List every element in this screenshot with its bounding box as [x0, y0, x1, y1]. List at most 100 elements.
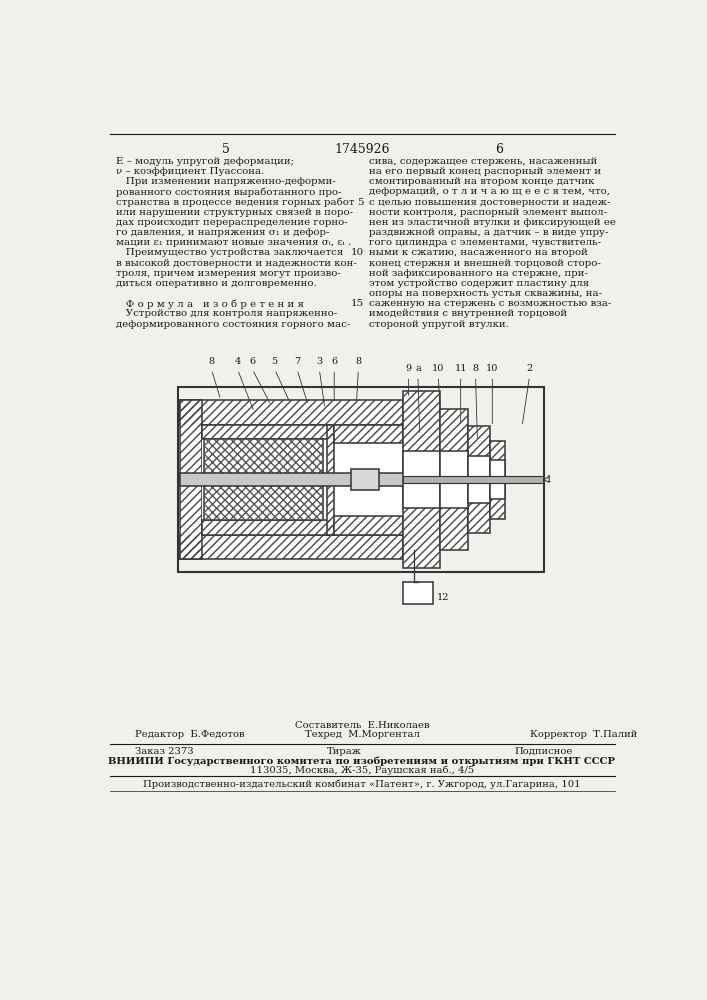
Text: Заказ 2373: Заказ 2373 — [135, 747, 194, 756]
Text: Составитель  Е.Николаев: Составитель Е.Николаев — [295, 721, 429, 730]
Text: Подписное: Подписное — [515, 747, 573, 756]
Text: E – модуль упругой деформации;: E – модуль упругой деформации; — [116, 157, 294, 166]
Bar — [334, 516, 403, 535]
Text: 6: 6 — [250, 357, 255, 366]
Text: 1: 1 — [547, 475, 552, 484]
Bar — [180, 400, 403, 425]
Text: ν – коэффициент Пуассона.: ν – коэффициент Пуассона. — [116, 167, 264, 176]
Text: Техред  М.Моргентал: Техред М.Моргентал — [305, 730, 419, 739]
Text: странства в процессе ведения горных работ: странства в процессе ведения горных рабо… — [116, 198, 355, 207]
Bar — [440, 409, 468, 550]
Text: дах происходит перераспределение горно-: дах происходит перераспределение горно- — [116, 218, 348, 227]
Text: При изменении напряженно-деформи-: При изменении напряженно-деформи- — [116, 177, 336, 186]
Text: 8: 8 — [209, 357, 214, 366]
Text: 113035, Москва, Ж-35, Раушская наб., 4/5: 113035, Москва, Ж-35, Раушская наб., 4/5 — [250, 765, 474, 775]
Bar — [180, 535, 403, 559]
Bar — [403, 391, 440, 568]
Text: 3: 3 — [316, 357, 322, 366]
Bar — [180, 400, 202, 559]
Text: ной зафиксированного на стержне, при-: ной зафиксированного на стержне, при- — [369, 269, 588, 278]
Text: 9: 9 — [406, 364, 411, 373]
Text: 8: 8 — [356, 357, 361, 366]
Text: смонтированный на втором конце датчик: смонтированный на втором конце датчик — [369, 177, 595, 186]
Bar — [180, 400, 403, 425]
Text: 4: 4 — [234, 357, 240, 366]
Text: ными к сжатию, насаженного на второй: ными к сжатию, насаженного на второй — [369, 248, 588, 257]
Text: гого цилиндра с элементами, чувствитель-: гого цилиндра с элементами, чувствитель- — [369, 238, 601, 247]
Text: 12: 12 — [436, 593, 449, 602]
Bar — [180, 400, 202, 559]
Bar — [202, 425, 334, 439]
Text: Производственно-издательский комбинат «Патент», г. Ужгород, ул.Гагарина, 101: Производственно-издательский комбинат «П… — [143, 779, 580, 789]
Bar — [491, 441, 506, 519]
Bar — [468, 426, 491, 533]
Text: 7: 7 — [294, 357, 300, 366]
Text: 2: 2 — [527, 364, 532, 373]
Text: на его первый конец распорный элемент и: на его первый конец распорный элемент и — [369, 167, 601, 176]
Text: диться оперативно и долговременно.: диться оперативно и долговременно. — [116, 279, 317, 288]
Text: этом устройство содержит пластину для: этом устройство содержит пластину для — [369, 279, 589, 288]
Bar — [177, 387, 544, 572]
Text: 10: 10 — [432, 364, 445, 373]
Bar — [491, 441, 506, 519]
Bar — [334, 425, 403, 443]
Text: саженную на стержень с возможностью вза-: саженную на стержень с возможностью вза- — [369, 299, 612, 308]
Bar — [327, 425, 334, 535]
Text: троля, причем измерения могут произво-: троля, причем измерения могут произво- — [116, 269, 341, 278]
Text: стороной упругой втулки.: стороной упругой втулки. — [369, 320, 509, 329]
Bar — [403, 391, 440, 568]
Text: сива, содержащее стержень, насаженный: сива, содержащее стержень, насаженный — [369, 157, 597, 166]
Text: 8: 8 — [472, 364, 479, 373]
Bar — [204, 439, 323, 520]
Text: го давления, и напряжения σ₁ и дефор-: го давления, и напряжения σ₁ и дефор- — [116, 228, 329, 237]
Bar — [180, 473, 500, 486]
Text: 1745926: 1745926 — [334, 143, 390, 156]
Bar — [202, 520, 334, 535]
Text: 5: 5 — [357, 198, 363, 207]
Text: 5: 5 — [271, 357, 278, 366]
Bar — [468, 456, 491, 503]
Bar — [204, 439, 323, 520]
Text: мации ε₁ принимают новые значения σᵢ, εᵢ .: мации ε₁ принимают новые значения σᵢ, εᵢ… — [116, 238, 351, 247]
Text: имодействия с внутренней торцовой: имодействия с внутренней торцовой — [369, 309, 567, 318]
Bar — [403, 582, 433, 604]
Text: деформаций, о т л и ч а ю щ е е с я тем, что,: деформаций, о т л и ч а ю щ е е с я тем,… — [369, 187, 610, 196]
Bar — [351, 469, 379, 490]
Bar — [403, 451, 440, 508]
Bar — [468, 426, 491, 533]
Bar — [334, 516, 403, 535]
Text: 6: 6 — [495, 143, 503, 156]
Text: раздвижной оправы, а датчик – в виде упру-: раздвижной оправы, а датчик – в виде упр… — [369, 228, 609, 237]
Text: с целью повышения достоверности и надеж-: с целью повышения достоверности и надеж- — [369, 198, 610, 207]
Bar — [491, 460, 506, 499]
Bar — [202, 520, 334, 535]
Bar — [440, 451, 468, 508]
Bar — [202, 425, 334, 439]
Text: опоры на поверхность устья скважины, на-: опоры на поверхность устья скважины, на- — [369, 289, 602, 298]
Text: Корректор  Т.Палий: Корректор Т.Палий — [530, 730, 638, 739]
Bar — [440, 409, 468, 550]
Bar — [180, 535, 403, 559]
Text: деформированного состояния горного мас-: деформированного состояния горного мас- — [116, 320, 351, 329]
Text: Ф о р м у л а   и з о б р е т е н и я: Ф о р м у л а и з о б р е т е н и я — [116, 299, 304, 309]
Text: 5: 5 — [221, 143, 230, 156]
Text: ности контроля, распорный элемент выпол-: ности контроля, распорный элемент выпол- — [369, 208, 607, 217]
Text: 10: 10 — [351, 248, 363, 257]
Bar — [334, 425, 403, 443]
Text: рованного состояния выработанного про-: рованного состояния выработанного про- — [116, 187, 341, 197]
Text: или нарушении структурных связей в поро-: или нарушении структурных связей в поро- — [116, 208, 354, 217]
Bar — [202, 425, 403, 535]
Text: 10: 10 — [486, 364, 498, 373]
Bar — [327, 425, 334, 535]
Text: конец стержня и внешней торцовой сторо-: конец стержня и внешней торцовой сторо- — [369, 259, 601, 268]
Bar — [403, 476, 542, 483]
Text: a: a — [415, 364, 421, 373]
Bar — [351, 469, 379, 490]
Text: нен из эластичной втулки и фиксирующей ее: нен из эластичной втулки и фиксирующей е… — [369, 218, 616, 227]
Text: Тираж: Тираж — [327, 747, 361, 756]
Text: ВНИИПИ Государственного комитета по изобретениям и открытиям при ГКНТ СССР: ВНИИПИ Государственного комитета по изоб… — [108, 756, 616, 766]
Text: 6: 6 — [331, 357, 337, 366]
Text: 11: 11 — [455, 364, 467, 373]
Text: в высокой достоверности и надежности кон-: в высокой достоверности и надежности кон… — [116, 259, 357, 268]
Text: 15: 15 — [351, 299, 363, 308]
